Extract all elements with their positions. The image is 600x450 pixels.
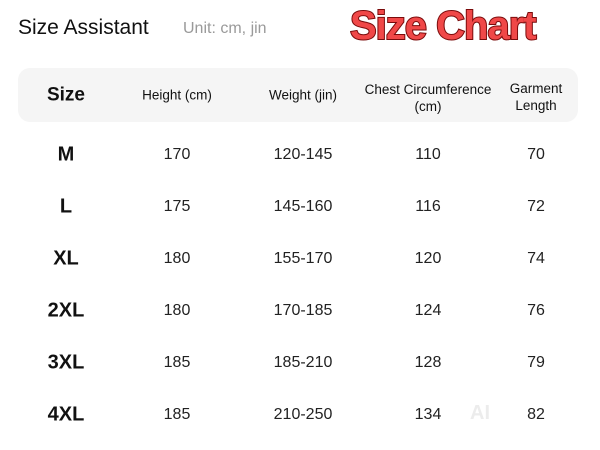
column-header-weight: Weight (jin) — [268, 87, 338, 103]
cell-chest: 116 — [415, 198, 441, 215]
cell-chest: 110 — [415, 146, 441, 163]
cell-garment-length: 82 — [527, 406, 545, 423]
watermark: AI — [470, 402, 490, 424]
cell-height: 170 — [163, 146, 191, 163]
cell-weight: 145-160 — [273, 198, 333, 215]
cell-weight: 185-210 — [273, 354, 333, 371]
cell-height: 180 — [163, 250, 191, 267]
cell-weight: 210-250 — [273, 406, 333, 423]
column-header-chest: Chest Circumference (cm) — [364, 82, 492, 114]
cell-size: 3XL — [47, 351, 85, 374]
cell-size: XL — [53, 247, 79, 270]
table-header — [18, 68, 578, 122]
cell-height: 180 — [163, 302, 191, 319]
cell-chest: 124 — [414, 302, 442, 319]
cell-garment-length: 70 — [527, 146, 545, 163]
cell-chest: 128 — [414, 354, 442, 371]
cell-garment-length: 79 — [527, 354, 545, 371]
cell-garment-length: 74 — [527, 250, 545, 267]
cell-size: 4XL — [47, 403, 85, 426]
column-header-size: Size — [46, 84, 86, 106]
cell-height: 185 — [163, 354, 191, 371]
column-header-height: Height (cm) — [142, 87, 212, 103]
page-title: Size Assistant — [18, 16, 149, 39]
unit-label: Unit: cm, jin — [183, 20, 267, 37]
cell-size: 2XL — [47, 299, 85, 322]
cell-size: L — [59, 195, 73, 218]
size-chart-title: Size Chart — [349, 3, 538, 49]
cell-weight: 155-170 — [273, 250, 333, 267]
cell-chest: 134 — [414, 406, 442, 423]
column-header-garment-length: Garment Length — [509, 81, 563, 113]
cell-weight: 120-145 — [273, 146, 333, 163]
cell-garment-length: 72 — [527, 198, 545, 215]
cell-height: 185 — [163, 406, 191, 423]
cell-chest: 120 — [414, 250, 442, 267]
cell-height: 175 — [163, 198, 191, 215]
cell-weight: 170-185 — [273, 302, 333, 319]
cell-size: M — [57, 143, 75, 166]
cell-garment-length: 76 — [527, 302, 545, 319]
